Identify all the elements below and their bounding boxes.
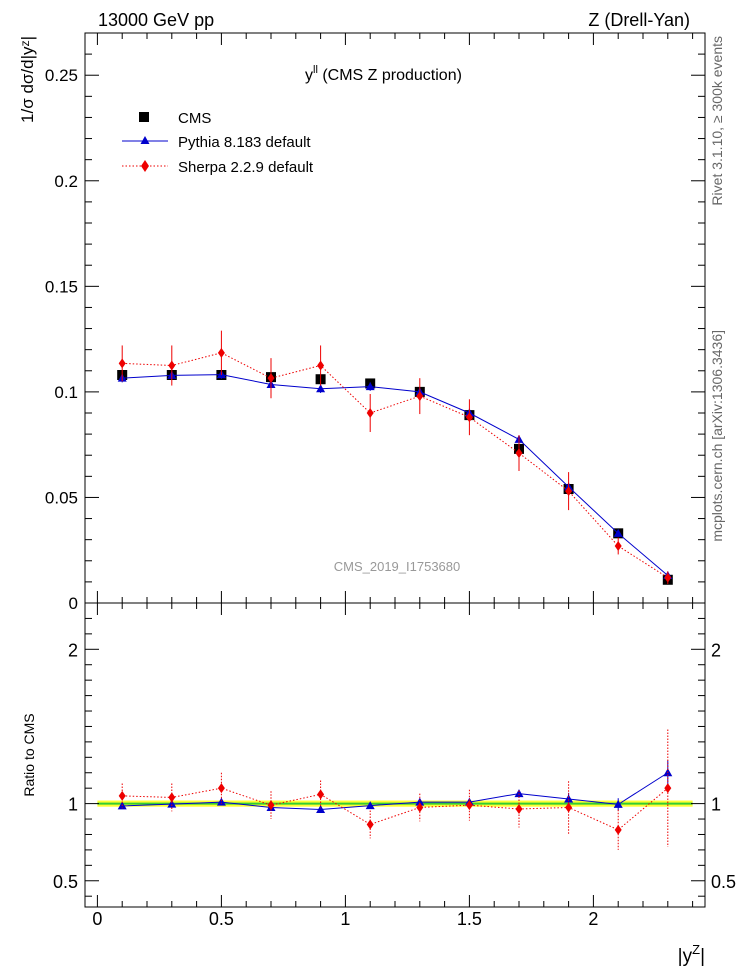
ratio-point-sherpa [664, 783, 672, 794]
header-right: Z (Drell-Yan) [588, 10, 690, 30]
point-sherpa [565, 486, 573, 497]
ratio-point-sherpa [565, 802, 573, 813]
ratio-point-pythia [415, 797, 425, 806]
ratio-point-sherpa [416, 802, 424, 813]
series-line-pythia [122, 374, 669, 576]
ratio-plot-frame [84, 602, 706, 908]
series-layer [117, 330, 673, 585]
point-pythia [365, 382, 375, 391]
legend-marker-pythia [140, 136, 150, 144]
y-tick-label: 0.1 [54, 383, 78, 402]
point-sherpa [168, 360, 176, 371]
point-sherpa [664, 572, 672, 583]
point-pythia [613, 528, 623, 537]
ratio-y-axis-label: Ratio to CMS [21, 713, 37, 796]
legend-marker-sherpa [141, 160, 149, 172]
x-axis-label: |yZ| [678, 942, 705, 967]
ratio-point-sherpa [465, 800, 473, 811]
ratio-line-pythia [122, 772, 669, 810]
ratio-point-pythia [365, 801, 375, 810]
x-tick-label: 0 [92, 909, 102, 929]
y-tick-label: 0.2 [54, 172, 78, 191]
ratio-point-pythia [167, 799, 177, 808]
point-sherpa [317, 360, 325, 371]
ratio-point-pythia [613, 799, 623, 808]
ratio-point-pythia [564, 794, 574, 803]
rivet-label: Rivet 3.1.10, ≥ 300k events [709, 36, 725, 206]
ratio-point-sherpa [168, 792, 176, 803]
x-tick-label: 0.5 [209, 909, 234, 929]
point-sherpa [416, 391, 424, 402]
y-tick-label: 0.15 [45, 277, 78, 296]
ratio-point-sherpa [614, 824, 622, 835]
point-sherpa [267, 373, 275, 384]
point-sherpa [217, 347, 225, 358]
x-tick-label: 1 [340, 909, 350, 929]
mcplots-label: mcplots.cern.ch [arXiv:1306.3436] [709, 330, 725, 542]
legend-label-pythia: Pythia 8.183 default [178, 134, 311, 151]
plot-title: yll (CMS Z production) [305, 64, 462, 84]
ratio-point-sherpa [515, 804, 523, 815]
ratio-y-tick-label-right: 0.5 [711, 872, 736, 892]
header-left: 13000 GeV pp [98, 10, 214, 30]
ratio-point-sherpa [118, 790, 126, 801]
ratio-point-sherpa [366, 819, 374, 830]
legend-label-sherpa: Sherpa 2.2.9 default [178, 159, 314, 176]
point-pythia [316, 384, 326, 393]
y-axis-label: 1/σ dσ/d|yᶻ| [18, 36, 37, 123]
legend: CMS Pythia 8.183 default Sherpa 2.2.9 de… [122, 110, 314, 176]
ratio-layer [117, 729, 673, 850]
axes-layer: 0 0.5 1 1.5 2 0 0.05 0.1 0.15 0.2 0.25 0.5 0.5 1 1 2 2 [45, 32, 736, 929]
ratio-y-tick-label-right: 1 [711, 795, 721, 815]
point-sherpa [465, 412, 473, 423]
x-tick-label: 1.5 [457, 909, 482, 929]
legend-marker-cms [139, 112, 149, 122]
point-sherpa [366, 408, 374, 418]
x-tick-label: 2 [588, 909, 598, 929]
point-sherpa [614, 541, 622, 551]
ratio-point-sherpa [267, 800, 275, 811]
ratio-y-tick-label: 2 [68, 640, 78, 660]
series-line-sherpa [122, 352, 669, 579]
ratio-line-sherpa [122, 787, 669, 831]
ratio-point-sherpa [317, 789, 325, 800]
ratio-point-sherpa [217, 783, 225, 794]
y-tick-label: 0 [69, 594, 78, 613]
ratio-point-pythia [514, 789, 524, 798]
y-tick-label: 0.05 [45, 488, 78, 507]
ratio-y-tick-label: 0.5 [53, 872, 78, 892]
ratio-y-tick-label-right: 2 [711, 640, 721, 660]
ratio-y-tick-label: 1 [68, 795, 78, 815]
point-sherpa [515, 448, 523, 459]
ratio-point-pythia [216, 797, 226, 806]
y-tick-label: 0.25 [45, 66, 78, 85]
legend-label-cms: CMS [178, 110, 211, 127]
ratio-point-pythia [316, 804, 326, 813]
point-sherpa [118, 358, 126, 369]
analysis-label: CMS_2019_I1753680 [334, 559, 461, 574]
